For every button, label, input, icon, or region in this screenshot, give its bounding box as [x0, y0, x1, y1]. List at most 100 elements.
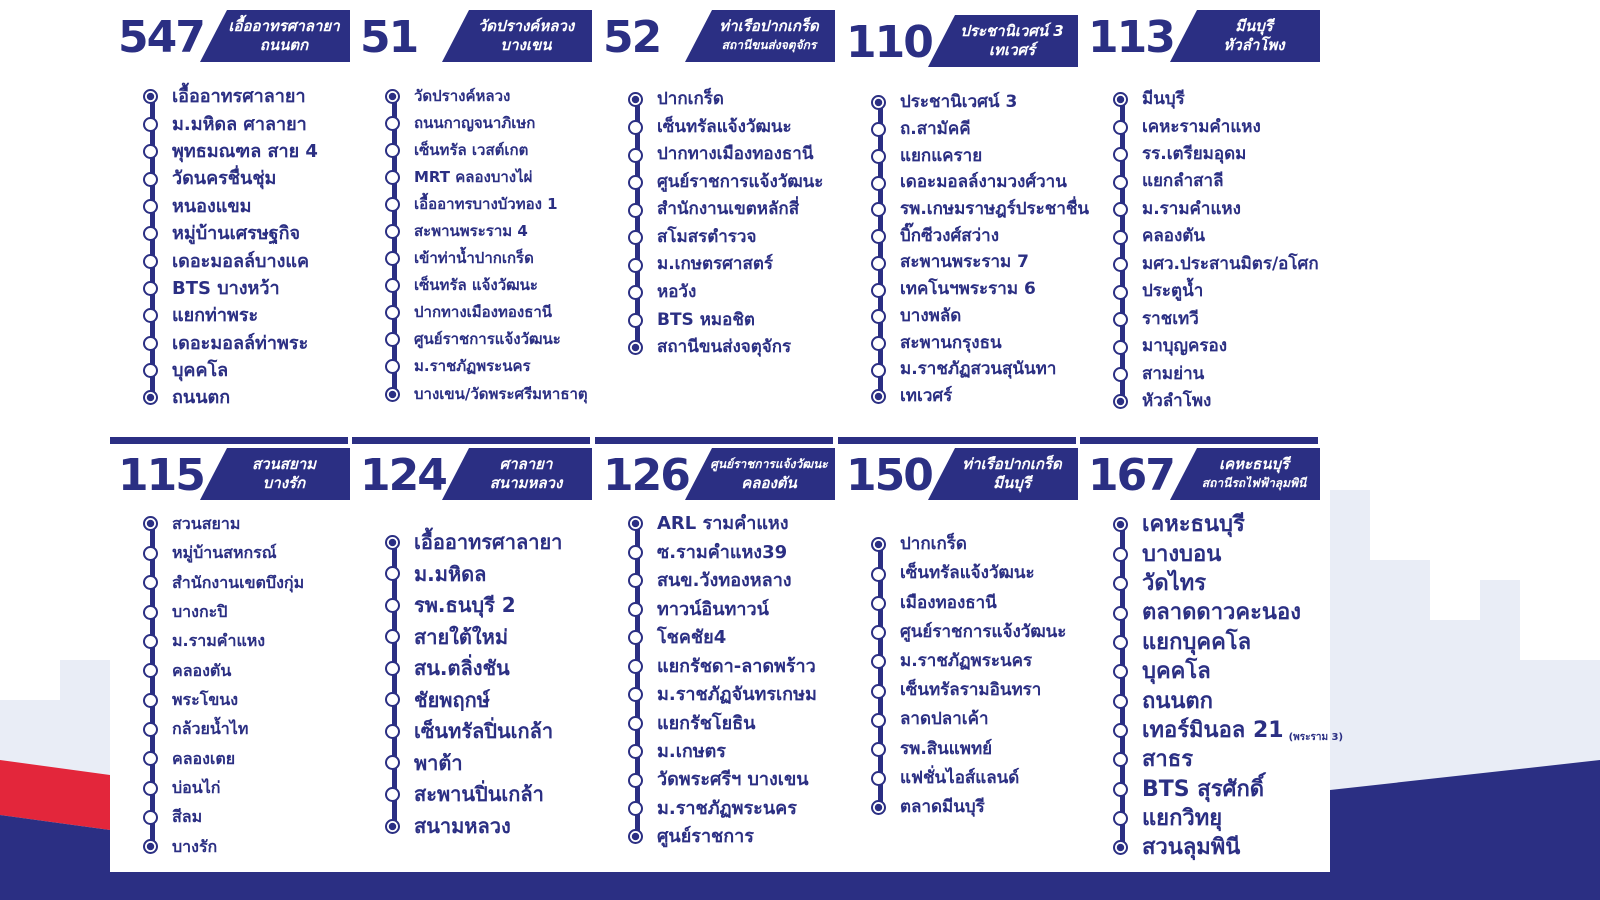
stop-circle-icon: [385, 566, 400, 582]
stop-circle-icon: [871, 771, 886, 787]
stop-item: สนามหลวง: [385, 812, 511, 840]
stop-circle-icon: [871, 229, 886, 245]
route-destination-banner: ประชานิเวศน์ 3 เทเวศร์: [928, 15, 1078, 67]
route-line: [150, 524, 155, 847]
stop-circle-icon: [1113, 546, 1128, 562]
route-destination-banner: ศาลายา สนามหลวง: [442, 448, 592, 500]
stop-name: กล้วยน้ำไท: [172, 719, 249, 739]
route-header: 126 ศูนย์ราชการแจ้งวัฒนะ คลองตัน: [595, 448, 835, 504]
stop-circle-icon: [628, 312, 643, 328]
stop-item: แยกลำสาลี: [1113, 170, 1224, 194]
stop-circle-icon: [628, 715, 643, 731]
stop-item: มีนบุรี: [1113, 88, 1185, 112]
stop-name: เคหะธนบุรี: [1142, 512, 1245, 538]
stop-name: เอื้ออาทรบางบัวทอง 1: [414, 194, 558, 213]
stop-name: สวนสยาม: [172, 513, 241, 533]
stop-circle-icon: [143, 144, 158, 160]
stop-name: ปากเกร็ด: [657, 89, 724, 110]
stop-name: ม.มหิดล: [414, 561, 487, 586]
stop-circle-icon: [143, 663, 158, 679]
route-destination-line: คลองตัน: [741, 474, 797, 492]
stop-name: โชคชัย4: [657, 627, 727, 649]
stop-circle-icon: [1113, 605, 1128, 621]
stop-name: มีนบุรี: [1142, 89, 1185, 110]
stop-item: ราชเทวี: [1113, 308, 1199, 332]
stop-item: ม.รามคำแหง: [1113, 198, 1241, 222]
stop-item: เดอะมอลล์บางแค: [143, 249, 309, 274]
route-number: 52: [603, 12, 662, 63]
stop-circle-icon: [1113, 119, 1128, 135]
stop-name: หมู่บ้านสหกรณ์: [172, 543, 277, 563]
stop-item: รพ.ธนบุรี 2: [385, 591, 516, 619]
stop-name: สะพานกรุงธน: [900, 332, 1002, 353]
stop-name: พาต้า: [414, 750, 463, 775]
stop-name: ถ.สามัคคี: [900, 118, 971, 139]
terminal-stop-icon: [385, 818, 400, 834]
stop-name: ม.ราชภัฏพระนคร: [414, 357, 531, 376]
route-header: 52 ท่าเรือปากเกร็ด สถานีขนส่งจตุจักร: [595, 10, 835, 66]
stop-item: หมู่บ้านเศรษฐกิจ: [143, 221, 300, 246]
stop-item: ปากเกร็ด: [871, 533, 967, 557]
stop-circle-icon: [1113, 634, 1128, 650]
stop-item: วัดพระศรีฯ บางเขน: [628, 767, 809, 792]
stop-circle-icon: [1113, 257, 1128, 273]
stop-name: แยกวิทยุ: [1142, 805, 1223, 831]
route-destination-banner: ท่าเรือปากเกร็ด สถานีขนส่งจตุจักร: [685, 10, 835, 62]
stop-item: วัดปรางค์หลวง: [385, 86, 510, 107]
stop-name: บางรัก: [172, 836, 218, 856]
stop-item: คลองตัน: [143, 660, 231, 682]
stop-item: ประชานิเวศน์ 3: [871, 91, 1017, 115]
stop-circle-icon: [143, 171, 158, 187]
route-destination-line: ถนนตก: [259, 36, 309, 54]
stop-item: เซ็นทรัลแจ้งวัฒนะ: [871, 562, 1035, 586]
route-number: 167: [1088, 450, 1176, 501]
stop-name: บางบอน: [1142, 541, 1222, 567]
stop-name: บุคคโล: [172, 360, 229, 382]
stop-name: เซ็นทรัล เวสต์เกต: [414, 140, 529, 159]
terminal-stop-icon: [143, 89, 158, 105]
stop-name: ทาวน์อินทาวน์: [657, 598, 769, 620]
stop-name: ปากทางเมืองทองธานี: [657, 144, 814, 165]
stop-circle-icon: [143, 722, 158, 738]
stop-circle-icon: [1113, 202, 1128, 218]
stop-name: สะพานปิ่นเกล้า: [414, 782, 544, 807]
stop-name: ถนนตก: [172, 387, 231, 409]
route-line: [392, 96, 397, 394]
stop-name: รร.เตรียมอุดม: [1142, 144, 1247, 164]
route-header: 150 ท่าเรือปากเกร็ด มีนบุรี: [838, 448, 1078, 504]
route-line: [878, 545, 883, 808]
stop-name: แฟชั่นไอส์แลนด์: [900, 767, 1020, 788]
stop-circle-icon: [871, 309, 886, 325]
stop-circle-icon: [1113, 174, 1128, 190]
stop-name: สโมสรตำรวจ: [657, 226, 757, 247]
stop-name: ศูนย์ราชการแจ้งวัฒนะ: [657, 171, 824, 192]
stop-item: สะพานพระราม 7: [871, 251, 1029, 275]
stop-circle-icon: [385, 169, 400, 185]
stop-item: ถนนตก: [143, 385, 230, 410]
stop-name: วัดไทร: [1142, 571, 1207, 597]
stop-name: คลองตัน: [1142, 226, 1205, 247]
stop-name: บิ๊กซีวงศ์สว่าง: [900, 225, 1000, 246]
stop-circle-icon: [385, 142, 400, 158]
stop-item: ปากเกร็ด: [628, 88, 724, 112]
stop-circle-icon: [628, 285, 643, 301]
stop-name: BTS หมอชิต: [657, 309, 755, 330]
route-number: 110: [846, 17, 934, 68]
stop-name: หมู่บ้านเศรษฐกิจ: [172, 223, 301, 245]
stop-circle-icon: [628, 257, 643, 273]
stop-item: พุทธมณฑล สาย 4: [143, 139, 318, 164]
stop-item: รร.เตรียมอุดม: [1113, 143, 1246, 167]
terminal-stop-icon: [628, 340, 643, 356]
route-destination-banner: วัดปรางค์หลวง บางเขน: [442, 10, 592, 62]
stop-circle-icon: [871, 122, 886, 138]
stop-name: สนามหลวง: [414, 814, 511, 838]
route-line: [392, 542, 397, 826]
stop-item: เอื้ออาทรศาลายา: [385, 528, 562, 556]
route-header: 110 ประชานิเวศน์ 3 เทเวศร์: [838, 15, 1078, 71]
route-line: [150, 97, 155, 398]
stop-item: หนองแขม: [143, 194, 252, 219]
terminal-stop-icon: [385, 386, 400, 402]
terminal-stop-icon: [143, 390, 158, 406]
stop-item: ถนนตก: [1113, 688, 1213, 715]
